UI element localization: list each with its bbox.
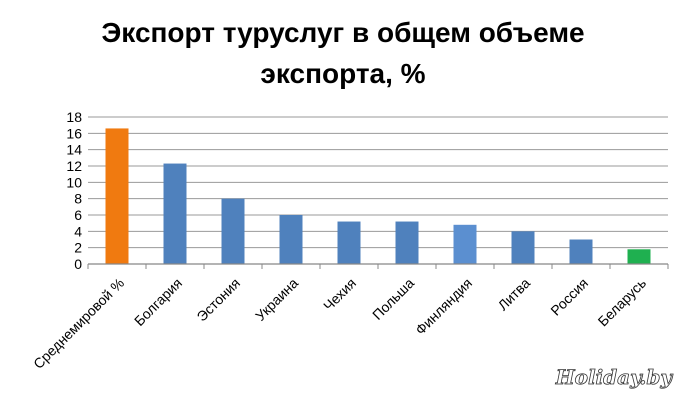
y-tick-label: 0 [74, 256, 82, 272]
chart-title-line-1: Экспорт туруслуг в общем объеме [101, 17, 584, 48]
y-tick-label: 4 [74, 223, 82, 239]
x-category-label: Чехия [320, 275, 359, 314]
bar [511, 231, 535, 264]
x-category-label: Финляндия [412, 275, 475, 338]
bar [163, 163, 187, 264]
bar [627, 249, 651, 264]
y-tick-label: 18 [66, 109, 82, 125]
y-tick-label: 16 [66, 125, 82, 141]
x-axis-labels: Среднемировой % Болгария Эстония Украина Чех… [30, 275, 649, 372]
bars [105, 128, 651, 264]
y-tick-label: 8 [74, 191, 82, 207]
bar [221, 198, 245, 264]
x-axis [87, 263, 669, 269]
x-category-label: Россия [547, 275, 591, 319]
y-tick-label: 6 [74, 207, 82, 223]
y-tick-label: 14 [66, 142, 82, 158]
bar [395, 221, 419, 264]
bar [569, 239, 593, 264]
x-category-label: Эстония [193, 275, 243, 325]
chart-title-line-2: экспорта, % [260, 58, 425, 89]
x-category-label: Беларусь [595, 275, 650, 330]
x-category-label: Болгария [131, 275, 185, 329]
watermark-logo: Holiday.by [555, 365, 674, 389]
bar [279, 215, 303, 264]
x-category-label: Литва [495, 275, 534, 314]
bar [337, 221, 361, 264]
x-category-label: Среднемировой % [30, 275, 127, 372]
y-tick-label: 10 [66, 174, 82, 190]
y-tick-label: 2 [74, 240, 82, 256]
x-category-label: Польша [369, 275, 417, 323]
bar [453, 224, 477, 264]
bar [105, 128, 129, 264]
x-category-label: Украина [252, 275, 301, 324]
y-tick-label: 12 [66, 158, 82, 174]
